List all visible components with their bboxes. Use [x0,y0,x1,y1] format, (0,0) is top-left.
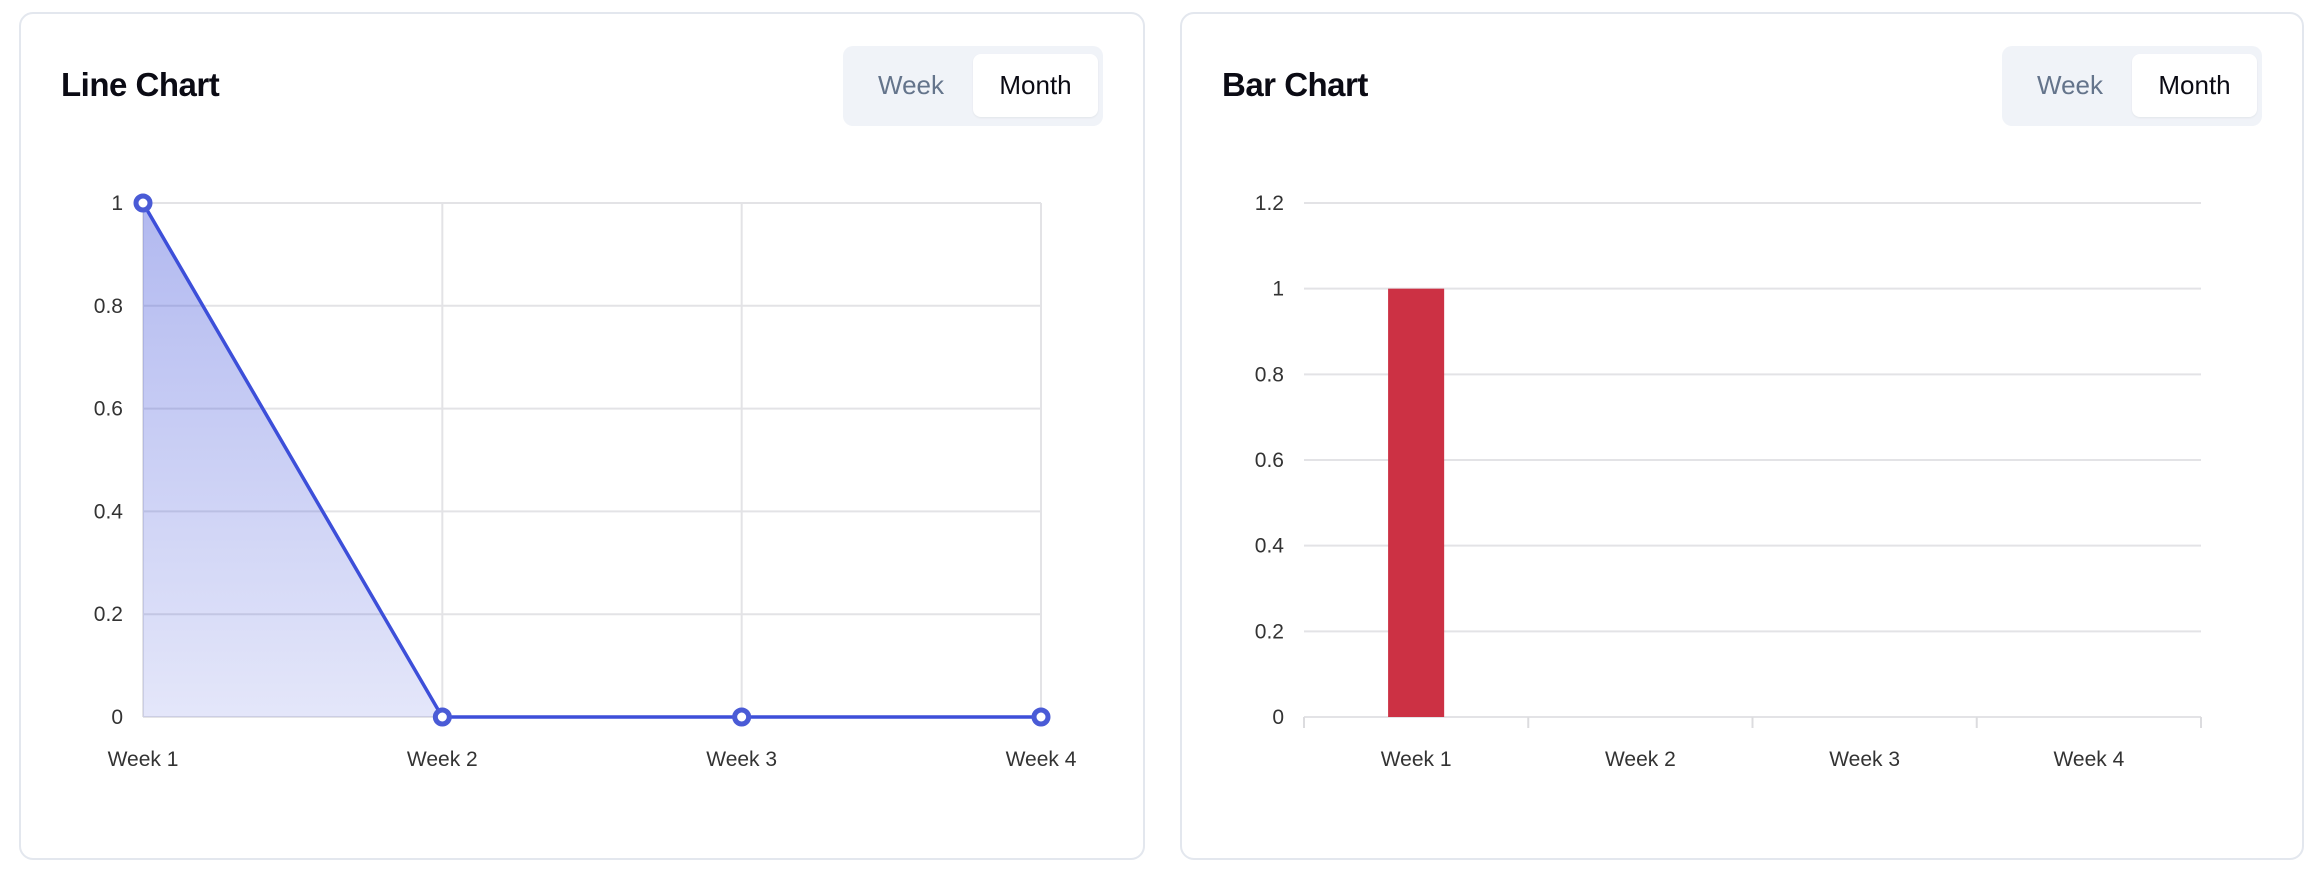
y-tick-label: 0 [1272,706,1284,729]
x-tick-label: Week 3 [706,748,777,771]
data-point [1031,707,1051,727]
period-toggle: Week Month [843,46,1103,126]
toggle-month-button[interactable]: Month [973,54,1098,117]
x-tick-label: Week 2 [1605,748,1676,771]
line-series [141,202,1041,719]
bar-chart-card: Bar Chart Week Month [1180,12,2304,860]
toggle-week-button[interactable]: Week [878,70,944,100]
y-tick-label: 1 [111,192,123,215]
y-tick-label: 0.4 [1255,535,1285,558]
line-area-fill [143,203,1041,717]
y-tick-label: 0.4 [94,500,124,523]
y-tick-label: 0 [111,706,123,729]
toggle-month-button[interactable]: Month [2132,54,2257,117]
x-tick-label: Week 2 [407,748,478,771]
y-tick-label: 0.2 [94,603,123,626]
y-tick-label: 0.6 [1255,449,1284,472]
period-toggle: Week Month [2002,46,2262,126]
bar [1388,288,1445,717]
y-tick-label: 0.8 [1255,363,1284,386]
x-tick-label: Week 1 [1381,748,1452,771]
x-tick-label: Week 4 [1006,748,1077,771]
y-tick-label: 0.2 [1255,620,1284,643]
data-point [432,707,452,727]
card-title: Line Chart [61,66,220,103]
data-point [133,193,153,213]
data-point [732,707,752,727]
y-tick-label: 1.2 [1255,192,1284,215]
card-title: Bar Chart [1222,66,1368,103]
y-tick-label: 0.8 [94,295,123,318]
toggle-week-button[interactable]: Week [2037,70,2103,100]
x-tick-label: Week 1 [108,748,179,771]
x-tick-label: Week 4 [2053,748,2124,771]
y-tick-label: 0.6 [94,398,123,421]
y-tick-label: 1 [1272,278,1284,301]
x-tick-label: Week 3 [1829,748,1900,771]
